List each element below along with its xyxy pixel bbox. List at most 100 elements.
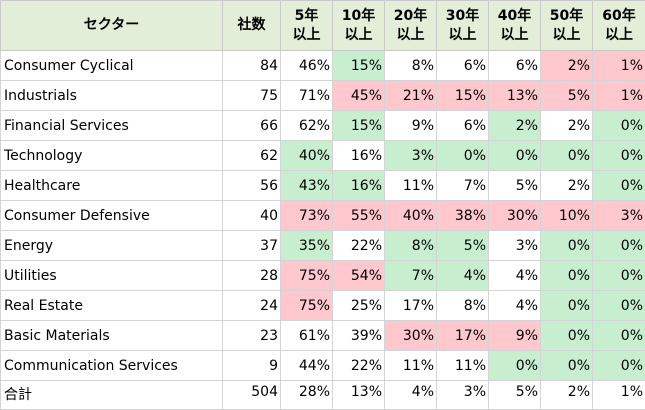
percent-cell: 35%	[281, 231, 333, 261]
percent-cell: 4%	[489, 291, 541, 321]
percent-cell: 39%	[333, 321, 385, 351]
percent-cell: 15%	[333, 111, 385, 141]
percent-cell: 73%	[281, 201, 333, 231]
percent-cell: 0%	[593, 261, 645, 291]
sector-cell: Technology	[1, 141, 223, 171]
sector-cell: Utilities	[1, 261, 223, 291]
header-sector: セクター	[1, 1, 223, 51]
header-period-line1: 10年	[333, 7, 384, 26]
header-row: セクター 社数 5年以上 10年以上 20年以上 30年以上 40年以上 50年…	[1, 1, 645, 51]
percent-cell: 0%	[593, 111, 645, 141]
percent-cell: 0%	[541, 321, 593, 351]
percent-cell: 38%	[437, 201, 489, 231]
header-period-line1: 30年	[437, 7, 488, 26]
percent-cell: 17%	[437, 321, 489, 351]
percent-cell: 71%	[281, 81, 333, 111]
percent-cell: 75%	[281, 261, 333, 291]
percent-cell: 54%	[333, 261, 385, 291]
percent-cell: 40%	[281, 141, 333, 171]
header-period-line2: 以上	[593, 26, 645, 45]
percent-cell: 40%	[385, 201, 437, 231]
sector-cell: Communication Services	[1, 351, 223, 381]
count-cell: 28	[223, 261, 281, 291]
percent-cell: 13%	[489, 81, 541, 111]
percent-cell: 0%	[593, 321, 645, 351]
percent-cell: 11%	[385, 171, 437, 201]
total-percent-cell: 2%	[541, 381, 593, 410]
count-cell: 75	[223, 81, 281, 111]
percent-cell: 15%	[333, 51, 385, 81]
count-cell: 56	[223, 171, 281, 201]
percent-cell: 6%	[437, 51, 489, 81]
sector-cell: Industrials	[1, 81, 223, 111]
percent-cell: 22%	[333, 231, 385, 261]
header-period-line1: 40年	[489, 7, 540, 26]
total-percent-cell: 4%	[385, 381, 437, 410]
header-period-line2: 以上	[489, 26, 540, 45]
header-period-line1: 50年	[541, 7, 592, 26]
percent-cell: 9%	[385, 111, 437, 141]
header-period: 20年以上	[385, 1, 437, 51]
percent-cell: 11%	[385, 351, 437, 381]
percent-cell: 16%	[333, 171, 385, 201]
percent-cell: 17%	[385, 291, 437, 321]
sector-cell: Healthcare	[1, 171, 223, 201]
percent-cell: 2%	[489, 111, 541, 141]
percent-cell: 5%	[541, 81, 593, 111]
percent-cell: 1%	[593, 81, 645, 111]
count-cell: 84	[223, 51, 281, 81]
header-period: 40年以上	[489, 1, 541, 51]
total-count: 504	[223, 381, 281, 410]
percent-cell: 0%	[593, 291, 645, 321]
count-cell: 24	[223, 291, 281, 321]
header-period-line2: 以上	[385, 26, 436, 45]
percent-cell: 46%	[281, 51, 333, 81]
percent-cell: 30%	[385, 321, 437, 351]
percent-cell: 6%	[489, 51, 541, 81]
percent-cell: 5%	[437, 231, 489, 261]
header-period-line1: 5年	[281, 7, 332, 26]
total-percent-cell: 13%	[333, 381, 385, 410]
percent-cell: 0%	[593, 351, 645, 381]
percent-cell: 15%	[437, 81, 489, 111]
percent-cell: 11%	[437, 351, 489, 381]
percent-cell: 0%	[541, 261, 593, 291]
header-period-line2: 以上	[333, 26, 384, 45]
header-period: 10年以上	[333, 1, 385, 51]
percent-cell: 0%	[541, 141, 593, 171]
total-percent-cell: 3%	[437, 381, 489, 410]
header-period-line1: 20年	[385, 7, 436, 26]
sector-cell: Basic Materials	[1, 321, 223, 351]
percent-cell: 0%	[437, 141, 489, 171]
sector-cell: Financial Services	[1, 111, 223, 141]
percent-cell: 30%	[489, 201, 541, 231]
header-period-line2: 以上	[281, 26, 332, 45]
percent-cell: 4%	[489, 261, 541, 291]
percent-cell: 0%	[593, 231, 645, 261]
header-period-line2: 以上	[437, 26, 488, 45]
percent-cell: 8%	[437, 291, 489, 321]
percent-cell: 16%	[333, 141, 385, 171]
percent-cell: 3%	[385, 141, 437, 171]
sector-cell: Energy	[1, 231, 223, 261]
count-cell: 40	[223, 201, 281, 231]
percent-cell: 21%	[385, 81, 437, 111]
percent-cell: 0%	[541, 351, 593, 381]
percent-cell: 62%	[281, 111, 333, 141]
total-label: 合計	[1, 381, 223, 410]
percent-cell: 10%	[541, 201, 593, 231]
header-period: 5年以上	[281, 1, 333, 51]
sector-cell: Consumer Defensive	[1, 201, 223, 231]
percent-cell: 3%	[489, 231, 541, 261]
